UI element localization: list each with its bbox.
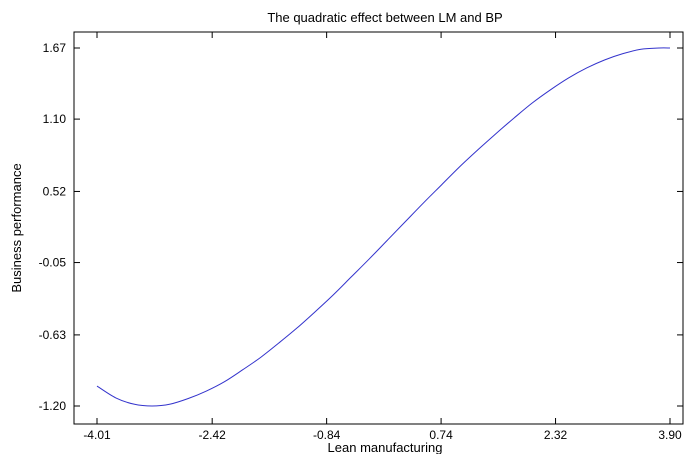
y-tick-label: 1.10 (43, 112, 67, 126)
y-tick-label: -0.63 (39, 328, 67, 342)
x-tick-label: -0.84 (313, 428, 341, 442)
y-tick-label: 0.52 (43, 184, 67, 198)
x-tick-label: -4.01 (83, 428, 111, 442)
y-axis-label: Business performance (9, 163, 24, 292)
chart-title: The quadratic effect between LM and BP (267, 10, 502, 25)
y-axis: -1.20 -0.63 -0.05 0.52 1.10 1.67 (39, 41, 683, 413)
x-tick-label: 0.74 (429, 428, 453, 442)
y-tick-label: -1.20 (39, 399, 67, 413)
x-axis: -4.01 -2.42 -0.84 0.74 2.32 3.90 (83, 32, 682, 442)
plot-area (73, 31, 684, 425)
x-tick-label: 2.32 (544, 428, 568, 442)
y-tick-label: 1.67 (43, 41, 67, 55)
x-tick-label: 3.90 (658, 428, 682, 442)
series-line (96, 47, 671, 407)
x-tick-label: -2.42 (198, 428, 226, 442)
y-tick-label: -0.05 (39, 256, 67, 270)
x-axis-label: Lean manufacturing (328, 440, 443, 454)
